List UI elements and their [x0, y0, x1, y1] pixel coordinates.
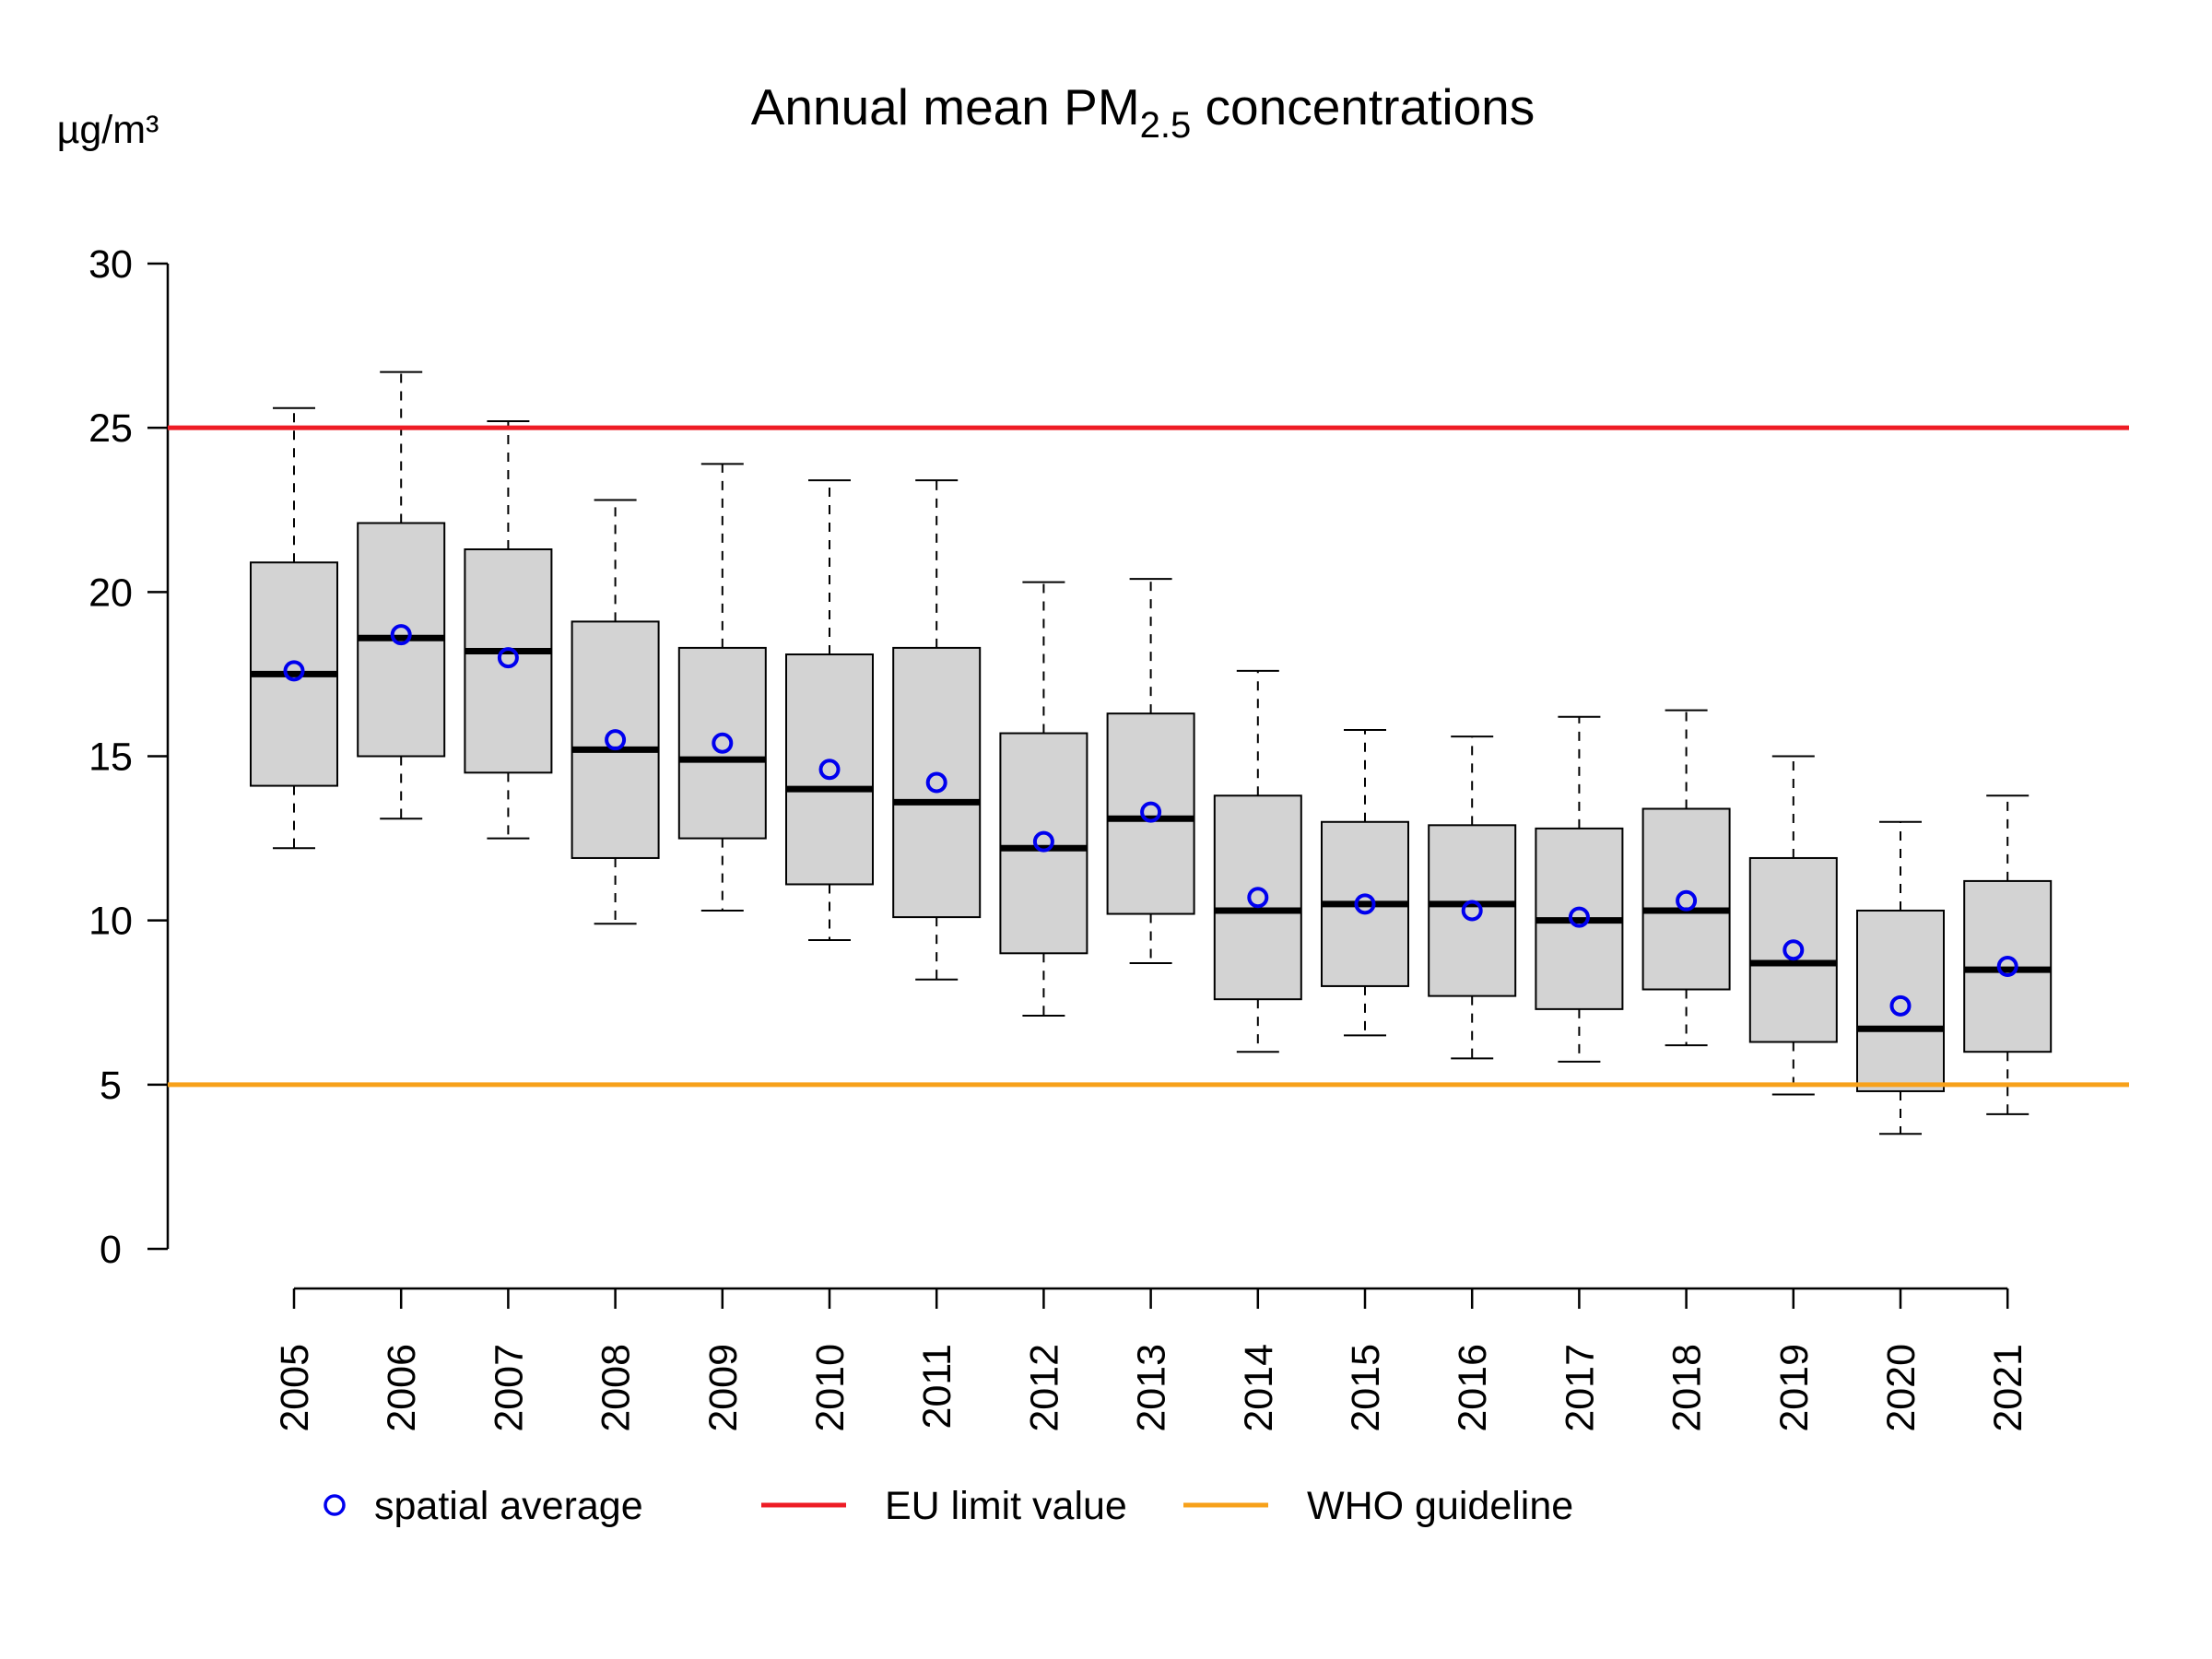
x-tick-label: 2006: [380, 1344, 424, 1432]
mean-marker: [1568, 906, 1590, 928]
chart-title: Annual mean PM2.5 concentrations: [751, 78, 1535, 146]
box-2017: [1535, 715, 1624, 1063]
mean-marker: [1354, 893, 1376, 915]
mean-marker: [390, 624, 412, 646]
y-tick-label: 30: [88, 242, 133, 287]
y-tick-label: 25: [88, 406, 133, 451]
chart-title-suffix: concentrations: [1191, 78, 1535, 135]
y-tick-label: 0: [100, 1228, 122, 1272]
mean-marker: [1889, 994, 1912, 1017]
iqr-box: [571, 620, 660, 859]
iqr-box: [1856, 909, 1945, 1092]
box-2015: [1321, 728, 1409, 1037]
box-2016: [1428, 735, 1517, 1060]
x-tick-label: 2020: [1879, 1344, 1924, 1432]
mean-marker: [1783, 939, 1805, 961]
iqr-box: [464, 548, 553, 774]
iqr-box: [1213, 794, 1302, 1001]
box-2018: [1641, 709, 1731, 1047]
iqr-box: [1641, 807, 1731, 991]
x-tick-label: 2011: [915, 1344, 959, 1429]
box-2013: [1106, 578, 1195, 964]
x-tick-label: 2013: [1130, 1344, 1174, 1432]
x-tick-label: 2007: [487, 1344, 531, 1432]
mean-marker: [497, 647, 519, 669]
box-2019: [1748, 755, 1838, 1096]
iqr-box: [1428, 824, 1517, 997]
box-2014: [1213, 669, 1302, 1053]
mean-marker: [1247, 887, 1269, 909]
y-tick-label: 10: [88, 900, 133, 944]
box-2007: [464, 420, 553, 840]
x-tick-label: 2018: [1665, 1344, 1710, 1432]
box-2011: [892, 479, 982, 981]
iqr-box: [1748, 856, 1838, 1043]
x-tick-label: 2005: [273, 1344, 317, 1432]
legend: spatial average EU limit value WHO guideli…: [324, 1484, 1573, 1528]
chart-title-main: Annual mean PM: [751, 78, 1140, 135]
x-tick-label: 2021: [1986, 1344, 2030, 1432]
x-tick-label: 2016: [1451, 1344, 1495, 1432]
legend-spatial-average-label: spatial average: [374, 1484, 643, 1528]
box-2006: [357, 371, 446, 820]
x-tick-label: 2017: [1558, 1344, 1602, 1432]
x-tick-label: 2019: [1772, 1344, 1817, 1432]
box-2012: [999, 581, 1088, 1018]
mean-marker: [1996, 956, 2018, 978]
box-2010: [785, 479, 874, 942]
mean-marker: [1676, 889, 1698, 912]
y-axis-unit-label: µg/m³: [57, 108, 159, 152]
iqr-box: [677, 646, 767, 840]
box-2008: [571, 499, 660, 925]
mean-marker: [925, 771, 947, 794]
plot-area: 0 5 10 15 20 25 30 2005 2006 2007 2008 2009 2010 2011…: [88, 242, 2129, 1432]
iqr-box: [1963, 879, 2053, 1053]
mean-marker: [1140, 801, 1162, 823]
mean-marker: [283, 660, 305, 682]
legend-eu-limit-value-label: EU limit value: [885, 1484, 1127, 1528]
y-tick-label: 20: [88, 571, 133, 615]
box-2021: [1963, 794, 2053, 1115]
mean-marker: [605, 729, 627, 751]
iqr-box: [1106, 712, 1195, 915]
iqr-box: [785, 653, 874, 886]
mean-marker: [1461, 900, 1483, 922]
mean-marker: [1032, 830, 1054, 853]
x-tick-label: 2008: [594, 1344, 639, 1432]
legend-who-guideline-label: WHO guideline: [1307, 1484, 1573, 1528]
x-tick-label: 2009: [701, 1344, 746, 1432]
x-tick-label: 2015: [1344, 1344, 1388, 1432]
legend-spatial-average-marker: [324, 1494, 346, 1516]
box-2020: [1856, 820, 1945, 1135]
x-tick-label: 2014: [1237, 1344, 1281, 1432]
iqr-box: [892, 646, 982, 919]
box-2009: [677, 463, 767, 912]
x-tick-label: 2010: [808, 1344, 853, 1432]
mean-marker: [712, 732, 734, 754]
chart-title-subscript: 2.5: [1140, 105, 1192, 146]
x-tick-label: 2012: [1022, 1344, 1066, 1432]
y-tick-label: 15: [88, 735, 133, 780]
mean-marker: [818, 759, 841, 781]
box-2005: [250, 406, 338, 850]
iqr-box: [999, 732, 1088, 955]
y-tick-label: 5: [100, 1064, 122, 1108]
